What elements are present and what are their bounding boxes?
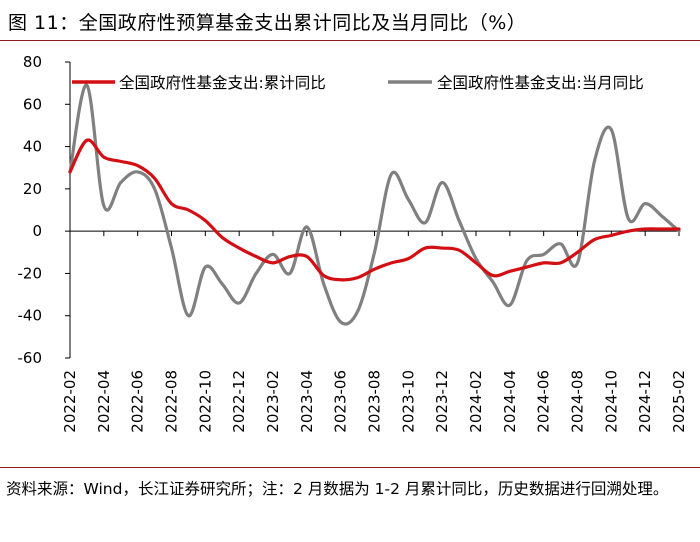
legend-item-cumulative: 全国政府性基金支出:累计同比 — [72, 74, 326, 92]
legend: 全国政府性基金支出:累计同比 全国政府性基金支出:当月同比 — [72, 74, 644, 92]
x-tick-label: 2025-02 — [670, 370, 688, 433]
y-tick-label: 60 — [23, 95, 42, 113]
x-tick-label: 2023-10 — [399, 370, 417, 433]
x-tick-label: 2023-04 — [298, 370, 316, 433]
y-tick-label: 80 — [23, 53, 42, 71]
x-tick-label: 2024-04 — [501, 370, 519, 433]
x-tick-label: 2022-12 — [230, 370, 248, 433]
x-tick-label: 2024-10 — [602, 370, 620, 433]
y-tick-label: 0 — [32, 222, 42, 240]
x-axis: 2022-02 2022-04 2022-06 2022-08 2022-10 2022-… — [61, 230, 688, 433]
x-tick-label: 2022-10 — [196, 370, 214, 433]
legend-label: 全国政府性基金支出:累计同比 — [119, 74, 326, 92]
line-chart: 80 60 40 20 0 -20 -40 -60 2022-02 2022-04 2022-06… — [18, 53, 689, 433]
y-tick-label: 40 — [23, 138, 42, 156]
y-tick-label: -20 — [18, 264, 43, 282]
x-tick-label: 2024-12 — [636, 370, 654, 433]
series-layer — [68, 83, 681, 326]
y-axis: 80 60 40 20 0 -20 -40 -60 — [18, 53, 71, 367]
x-tick-label: 2023-06 — [332, 370, 350, 433]
x-tick-label: 2022-08 — [163, 370, 181, 433]
x-tick-label: 2022-04 — [95, 370, 113, 433]
x-tick-label: 2022-02 — [61, 370, 79, 433]
source-divider — [0, 467, 700, 468]
y-tick-label: -60 — [18, 349, 43, 367]
x-tick-label: 2023-12 — [433, 370, 451, 433]
x-tick-label: 2023-08 — [366, 370, 384, 433]
legend-label: 全国政府性基金支出:当月同比 — [437, 74, 644, 92]
x-tick-label: 2024-08 — [569, 370, 587, 433]
title-divider — [0, 40, 700, 41]
figure-title: 图 11：全国政府性预算基金支出累计同比及当月同比（%） — [8, 12, 527, 34]
series-line-cumulative — [68, 138, 681, 282]
x-tick-label: 2024-02 — [467, 370, 485, 433]
x-tick-label: 2023-02 — [264, 370, 282, 433]
x-tick-label: 2022-06 — [129, 370, 147, 433]
y-tick-label: -40 — [18, 307, 43, 325]
legend-item-monthly: 全国政府性基金支出:当月同比 — [388, 74, 644, 92]
source-note: 资料来源：Wind，长江证券研究所；注：2 月数据为 1-2 月累计同比，历史数… — [6, 480, 669, 498]
x-tick-label: 2024-06 — [535, 370, 553, 433]
y-tick-label: 20 — [23, 180, 42, 198]
series-line-monthly — [68, 83, 681, 326]
